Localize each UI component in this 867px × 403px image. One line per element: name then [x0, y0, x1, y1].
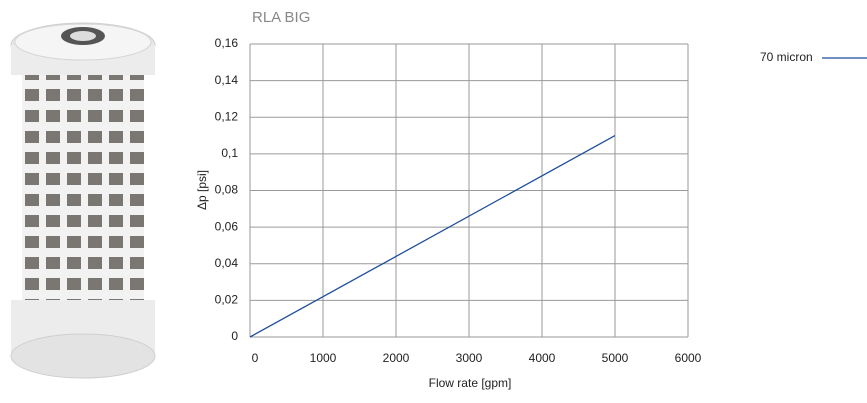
chart-title: RLA BIG: [252, 9, 310, 26]
y-axis-label: Δp [psi]: [195, 170, 209, 210]
x-tick-label: 2000: [383, 351, 410, 365]
y-tick-label: 0,12: [215, 109, 239, 123]
y-tick-label: 0,16: [215, 36, 239, 50]
x-tick-label: 0: [252, 351, 259, 365]
x-tick-label: 6000: [675, 351, 702, 365]
legend-label: 70 micron: [760, 50, 813, 64]
y-tick-label: 0,14: [215, 73, 239, 87]
x-tick-label: 1000: [310, 351, 337, 365]
y-tick-label: 0,1: [221, 146, 238, 160]
x-tick-label: 5000: [602, 351, 629, 365]
y-tick-label: 0,04: [215, 256, 239, 270]
x-axis-label: Flow rate [gpm]: [429, 376, 512, 390]
data-line: [249, 134, 616, 338]
y-tick-label: 0,02: [215, 293, 239, 307]
filter-cartridge-photo: [10, 22, 156, 379]
x-tick-label: 4000: [529, 351, 556, 365]
y-tick-label: 0,08: [215, 183, 239, 197]
y-tick-label: 0: [231, 329, 238, 343]
x-tick-label: 3000: [456, 351, 483, 365]
y-tick-label: 0,06: [215, 219, 239, 233]
